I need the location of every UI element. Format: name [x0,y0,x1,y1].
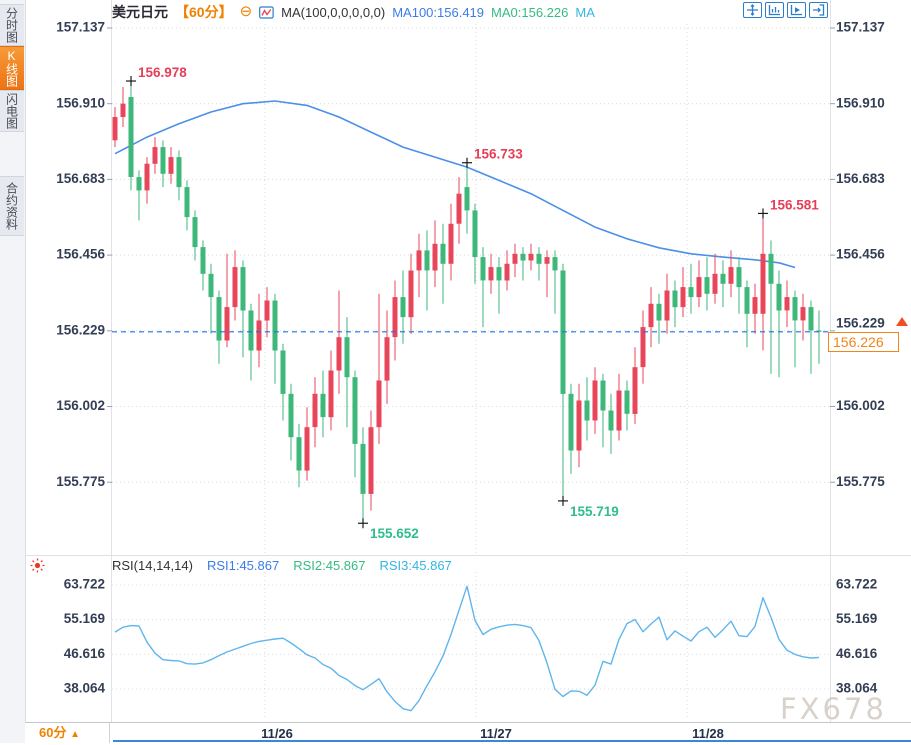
ma-extra-value: MA [575,4,595,20]
watermark: FX678 [780,692,887,726]
bottom-scroll-track[interactable] [113,740,911,742]
rsi-line [114,585,820,712]
ma-formula[interactable]: MA(100,0,0,0,0,0) [281,4,386,20]
candles-group [112,81,822,524]
period-selector[interactable]: 60分 ▲ [25,723,110,743]
y-axis-label-right: 156.002 [836,398,885,413]
pan-crosshair-icon[interactable] [743,2,762,18]
sidebar-tab-kline[interactable]: K线图 [0,46,24,90]
date-label-2: 11/27 [480,726,512,741]
y-axis-label-left: 156.456 [56,247,105,262]
rsi1-value: RSI1:45.867 [206,557,280,573]
rsi-header: RSI(14,14,14) RSI1:45.867 RSI2:45.867 RS… [112,557,452,573]
rsi-axis-label-left: 63.722 [64,577,105,592]
price-annotation: 155.652 [370,526,419,541]
chevron-up-icon: ▲ [70,729,80,740]
y-axis-label-right: 156.910 [836,95,885,110]
y-axis-label-left: 156.683 [56,171,105,186]
y-axis-label-right: 155.775 [836,474,885,489]
period-label: 【60分】 [175,4,233,20]
ma0-value: MA0:156.226 [491,4,569,20]
rsi-axis-label-right: 55.169 [836,611,877,626]
symbol-title: 美元日元 [112,4,168,20]
y-axis-label-right: 156.456 [836,247,885,262]
rsi-formula[interactable]: RSI(14,14,14) [112,557,193,573]
rsi-axis-label-right: 63.722 [836,577,877,592]
rsi2-value: RSI2:45.867 [293,557,366,573]
price-annotation: 156.733 [474,147,523,162]
collapse-icon[interactable]: ⊖ [239,3,253,20]
chart-play-icon[interactable] [787,2,806,18]
rsi-axis-label-left: 38.064 [64,681,106,696]
y-axis-label-right: 157.137 [836,20,885,35]
sidebar-tab-lightning[interactable]: 闪电图 [0,90,24,132]
rsi-axis-label-right: 46.616 [836,646,878,661]
y-axis-label-left: 156.002 [56,398,105,413]
date-label-3: 11/28 [692,726,724,741]
price-annotation: 155.719 [570,504,619,519]
date-label-1: 11/26 [261,726,293,741]
price-annotation: 156.581 [770,197,819,212]
chart-header: 美元日元 【60分】 ⊖ MA(100,0,0,0,0,0) MA100:156… [112,3,595,21]
rsi-axis-label-left: 55.169 [64,611,105,626]
y-axis-label-right: 156.229 [836,315,885,330]
exit-chart-icon[interactable] [809,2,828,18]
y-axis-label-left: 155.775 [56,474,105,489]
chart-axes-icon[interactable] [765,2,784,18]
rsi3-value: RSI3:45.867 [379,557,452,573]
left-sidebar: 分时图 K线图 闪电图 合约资料 [0,0,26,743]
current-price-tag: 156.226 [828,332,899,352]
sidebar-tab-contract-info[interactable]: 合约资料 [0,176,24,236]
y-axis-label-left: 157.137 [56,20,105,35]
indicator-badge-icon[interactable] [259,5,274,19]
y-axis-label-left: 156.910 [56,95,105,110]
chart-toolbar [743,2,828,18]
y-axis-label-left: 156.229 [56,322,105,337]
rsi-axis-label-right: 38.064 [836,681,878,696]
rsi-axis-label-left: 46.616 [64,646,106,661]
ma100-line [114,100,796,269]
price-annotation: 156.978 [138,65,187,80]
scroll-to-latest-icon[interactable] [894,315,910,334]
time-axis-bar: 60分 ▲ 11/26 11/27 11/28 [25,722,911,744]
rsi-settings-icon[interactable] [30,558,45,578]
ma100-value: MA100:156.419 [392,4,485,20]
sidebar-tab-timeline[interactable]: 分时图 [0,4,24,46]
y-axis-label-right: 156.683 [836,171,885,186]
